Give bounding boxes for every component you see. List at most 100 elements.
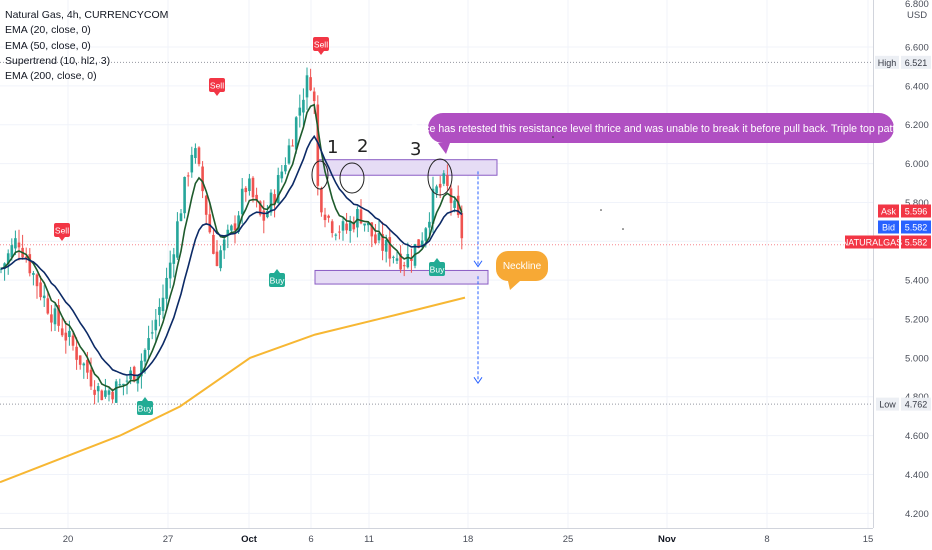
- signal-label: Sell: [55, 226, 69, 236]
- price-tag-label: Bid: [882, 223, 895, 233]
- candle-body: [366, 222, 370, 226]
- time-tick-label: 11: [364, 534, 374, 545]
- candle-body: [269, 192, 273, 213]
- price-tick-label: 5.000: [905, 353, 929, 364]
- time-tick-label: Oct: [241, 534, 258, 545]
- candle-body: [172, 254, 176, 264]
- signal-badge: [269, 273, 285, 287]
- touch-circle-1: [311, 160, 329, 190]
- candle-body: [96, 386, 100, 392]
- touch-number-1: 1: [327, 137, 338, 158]
- candle-body: [345, 223, 348, 231]
- candle-body: [316, 104, 320, 186]
- candle-body: [183, 176, 186, 214]
- signal-label: Sell: [210, 81, 224, 91]
- touch-number-3: 3: [410, 139, 421, 160]
- price-tick-label: 6.000: [905, 159, 929, 170]
- candle-body: [24, 256, 28, 259]
- signal-label: Buy: [138, 404, 153, 414]
- candle-body: [446, 175, 449, 186]
- time-tick-label: 6: [308, 534, 313, 545]
- candle-body: [197, 147, 201, 165]
- price-tag-label: High: [878, 58, 897, 68]
- projection-arrowhead-top: [473, 260, 483, 268]
- price-tag-value: 5.582: [905, 223, 928, 233]
- candle-body: [125, 380, 129, 382]
- candle-body: [208, 214, 212, 233]
- candle-body: [140, 360, 143, 377]
- neckline-zone: [314, 269, 489, 285]
- currency-label: USD: [907, 10, 927, 21]
- signal-badge: [209, 78, 225, 92]
- candle-body: [428, 221, 431, 228]
- candle-body: [179, 213, 183, 222]
- stray-dot: [622, 228, 624, 230]
- candle-body: [147, 338, 150, 350]
- signal-badge: [137, 401, 153, 415]
- time-tick-label: 8: [764, 534, 769, 545]
- candle-body: [291, 145, 294, 147]
- signal-pointer: [214, 92, 220, 96]
- candle-body: [190, 154, 194, 173]
- price-tag-value-bg: [901, 235, 931, 249]
- resistance-zone: [317, 159, 498, 176]
- candle-body: [226, 229, 230, 236]
- buy-signal: Buy: [269, 269, 285, 287]
- callout-text: Price has retested this resistance level…: [411, 123, 910, 135]
- price-tag-value-bg: [901, 204, 931, 218]
- candle-body: [294, 117, 298, 150]
- candle-body: [215, 251, 219, 266]
- candle-body: [298, 107, 302, 116]
- sell-signal: Sell: [313, 37, 329, 55]
- candle-body: [276, 175, 280, 203]
- candle-body: [312, 91, 316, 102]
- time-tick-label: 20: [63, 534, 74, 545]
- candle-body: [75, 346, 78, 360]
- candle-body: [39, 282, 42, 298]
- signal-badge: [313, 37, 329, 51]
- signal-label: Buy: [270, 276, 285, 286]
- neckline-text: Neckline: [503, 261, 542, 272]
- candle-body: [86, 359, 89, 373]
- price-tag-label: Low: [879, 400, 896, 410]
- neckline-pointer: [508, 281, 520, 290]
- signal-label: Sell: [314, 40, 328, 50]
- candle-body: [420, 240, 424, 248]
- sell-signal: Sell: [54, 223, 70, 241]
- candle-body: [50, 314, 53, 323]
- candle-body: [78, 355, 82, 365]
- candle-body: [399, 253, 402, 270]
- signal-label: Buy: [430, 265, 445, 275]
- candle-body: [370, 222, 374, 237]
- candle-body: [64, 332, 68, 341]
- price-tag-low: Low 4.762: [876, 397, 931, 411]
- candle-body: [384, 239, 388, 252]
- candle-body: [118, 384, 122, 386]
- candle-body: [28, 254, 32, 274]
- candle-body: [222, 239, 226, 251]
- candle-body: [107, 390, 111, 395]
- candle-body: [176, 221, 179, 258]
- candle-body: [35, 274, 39, 287]
- price-tick-label: 6.600: [905, 43, 929, 54]
- candle-body: [442, 173, 446, 184]
- price-tag-naturalgas: NATURALGAS 5.582: [842, 235, 931, 249]
- candle-body: [341, 221, 345, 231]
- ema20-line: [0, 103, 463, 392]
- candle-body: [323, 214, 327, 221]
- price-tag-value: 4.762: [905, 400, 928, 410]
- sell-signal: Sell: [209, 78, 225, 96]
- price-tag-label-bg: [875, 55, 899, 69]
- signal-pointer: [318, 51, 324, 55]
- candle-body: [244, 187, 248, 193]
- candle-body: [395, 258, 399, 261]
- candle-body: [82, 363, 86, 366]
- candle-body: [334, 234, 338, 236]
- time-tick-label: Nov: [658, 534, 677, 545]
- candle-body: [212, 234, 215, 254]
- candle-body: [68, 330, 71, 338]
- candle-body: [406, 253, 410, 268]
- price-tag-high: High 6.521: [875, 55, 931, 69]
